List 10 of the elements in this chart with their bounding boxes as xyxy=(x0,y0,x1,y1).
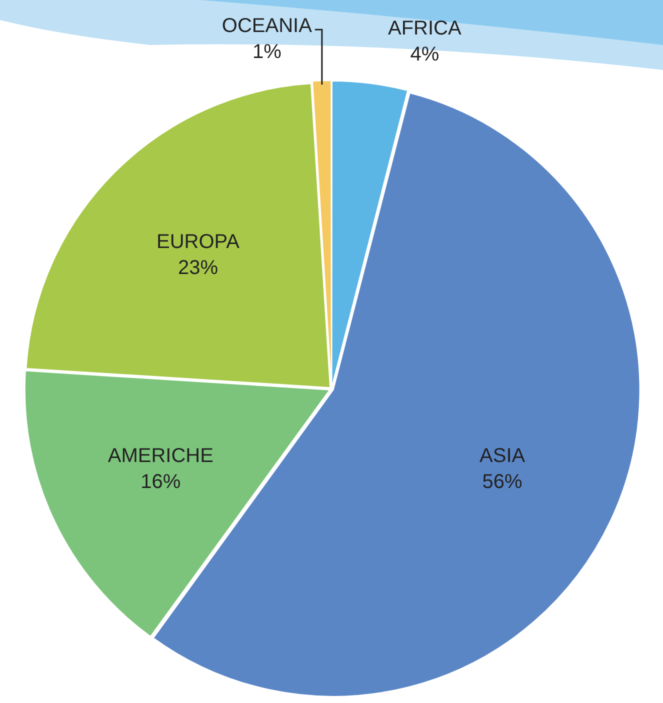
data-label: 56% xyxy=(482,470,523,493)
slice-label: ASIA xyxy=(480,444,526,467)
data-label: 1% xyxy=(252,41,282,64)
slice-label: AFRICA xyxy=(388,17,462,40)
slice-label: OCEANIA xyxy=(222,15,313,38)
data-label: 16% xyxy=(140,470,181,493)
data-label: 23% xyxy=(178,257,218,280)
slice-label: EUROPA xyxy=(156,231,240,254)
data-label: 4% xyxy=(410,43,440,66)
slice-label: AMERICHE xyxy=(108,444,214,467)
